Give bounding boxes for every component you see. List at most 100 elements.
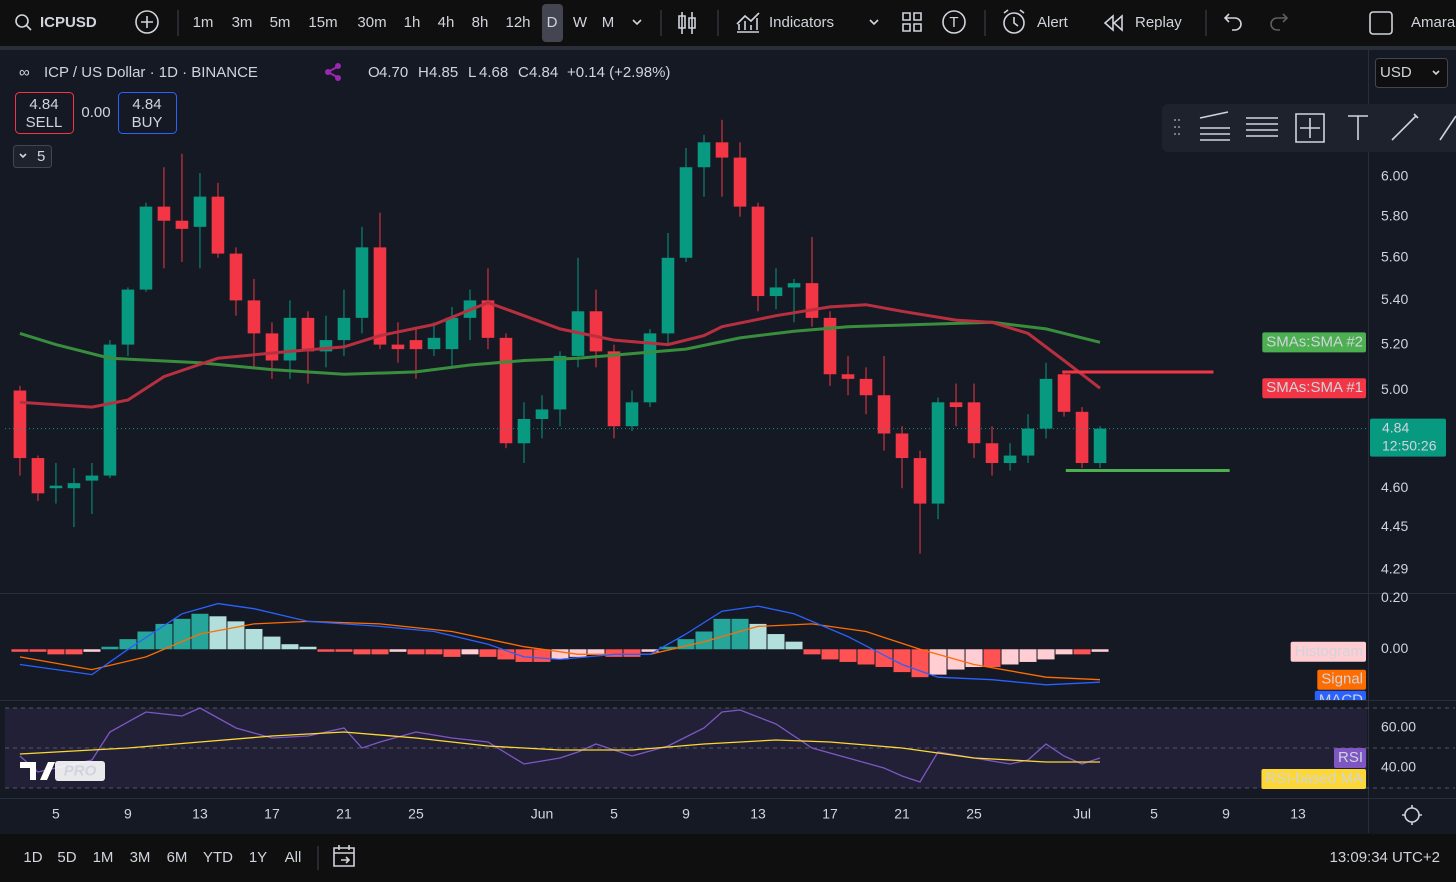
- histogram-bar: [551, 649, 569, 660]
- chart-type-icon[interactable]: [678, 12, 696, 34]
- range-button[interactable]: 6M: [167, 849, 188, 866]
- currency[interactable]: USD: [1380, 64, 1412, 81]
- indicator-line: [19, 620, 1101, 681]
- text-tool[interactable]: T: [949, 14, 958, 31]
- histogram-bar: [569, 649, 587, 657]
- replay-icon[interactable]: [1103, 14, 1123, 32]
- alert-button[interactable]: Alert: [1037, 14, 1069, 31]
- last-price-tag: [1370, 418, 1446, 457]
- range-button[interactable]: YTD: [203, 849, 233, 866]
- y-tick-label: 5.80: [1381, 207, 1408, 223]
- y-tick-label: 4.29: [1381, 561, 1408, 577]
- alert-icon[interactable]: [1003, 12, 1025, 34]
- indicators-chevron[interactable]: [869, 19, 879, 26]
- brush-tool[interactable]: [1439, 115, 1456, 141]
- candle-body: [139, 206, 153, 290]
- series-tag: [1262, 378, 1366, 399]
- series-tag: [1317, 669, 1366, 690]
- histogram-bar: [659, 646, 677, 650]
- range-button[interactable]: 3M: [130, 849, 151, 866]
- add-symbol[interactable]: [135, 10, 159, 34]
- candle-body: [157, 206, 171, 221]
- user-name[interactable]: Amara: [1411, 14, 1456, 31]
- histogram-bar: [101, 646, 119, 650]
- legend-title: ICP / US Dollar · 1D · BINANCE: [44, 64, 258, 81]
- histogram-bar: [47, 649, 65, 655]
- histogram-bar: [335, 649, 353, 652]
- interval[interactable]: 30m: [357, 14, 386, 31]
- histogram-bar: [641, 649, 659, 652]
- buy-button[interactable]: [118, 92, 177, 134]
- range-button[interactable]: 1Y: [249, 849, 267, 866]
- layouts-icon[interactable]: [902, 12, 922, 32]
- candle-body: [355, 247, 369, 318]
- interval[interactable]: D: [547, 14, 558, 31]
- histogram-bar: [1073, 649, 1091, 655]
- pane: [11, 602, 1109, 686]
- settings[interactable]: [1402, 805, 1422, 825]
- series-tag: [1314, 690, 1366, 700]
- line-tool[interactable]: [1391, 113, 1419, 141]
- bar-countdown: 12:50:26: [1382, 437, 1437, 453]
- range-button[interactable]: 1M: [93, 849, 114, 866]
- candle-body: [229, 253, 243, 301]
- indicator-toggle[interactable]: [13, 145, 52, 168]
- range-button[interactable]: All: [285, 849, 302, 866]
- search-icon[interactable]: [15, 14, 29, 28]
- candle-body: [715, 142, 729, 158]
- range-button[interactable]: 5D: [57, 849, 76, 866]
- candle-body: [445, 317, 459, 350]
- candle-body: [49, 485, 63, 489]
- series-tag-label: Histogram: [1295, 643, 1363, 660]
- interval[interactable]: M: [602, 14, 615, 31]
- candle-body: [787, 283, 801, 288]
- candle-body: [913, 458, 927, 504]
- candle-body: [967, 402, 981, 444]
- interval[interactable]: 5m: [270, 14, 291, 31]
- interval[interactable]: 8h: [472, 14, 489, 31]
- undo[interactable]: [1223, 13, 1242, 31]
- histogram-bar: [245, 628, 263, 650]
- x-tick-label: 17: [822, 806, 838, 822]
- series-tag-label: SMAs:SMA #2: [1266, 333, 1363, 350]
- interval[interactable]: W: [573, 14, 588, 31]
- indicator-count: 5: [37, 148, 45, 165]
- indicators-icon[interactable]: [736, 12, 760, 33]
- candle-body: [661, 257, 675, 334]
- symbol[interactable]: ICPUSD: [40, 14, 97, 31]
- interval[interactable]: 15m: [308, 14, 337, 31]
- candle-body: [337, 317, 351, 341]
- candle-body: [535, 409, 549, 419]
- x-tick-label: 9: [682, 806, 690, 822]
- candle-body: [823, 317, 837, 375]
- fib-tool[interactable]: [1246, 117, 1278, 137]
- histogram-bar: [857, 649, 875, 665]
- histogram-bar: [371, 649, 389, 655]
- interval[interactable]: 1m: [193, 14, 214, 31]
- sell-button[interactable]: [15, 92, 74, 134]
- interval[interactable]: 12h: [505, 14, 530, 31]
- interval[interactable]: 3m: [232, 14, 253, 31]
- candle-body: [481, 300, 495, 338]
- replay-button[interactable]: Replay: [1135, 14, 1182, 31]
- redo[interactable]: [1270, 13, 1289, 31]
- series-tag: [1290, 641, 1366, 662]
- text-drawing-tool[interactable]: [1348, 115, 1368, 140]
- fullscreen[interactable]: [1369, 11, 1393, 35]
- y-tick-label: 5.40: [1381, 291, 1408, 307]
- drag-handle[interactable]: [1174, 119, 1180, 135]
- text-tool-circle[interactable]: [942, 10, 966, 34]
- interval-chevron[interactable]: [632, 19, 642, 26]
- interval[interactable]: 1h: [404, 14, 421, 31]
- indicators-button[interactable]: Indicators: [769, 14, 834, 31]
- interval[interactable]: 4h: [438, 14, 455, 31]
- range-button[interactable]: 1D: [23, 849, 42, 866]
- go-to-date[interactable]: [333, 845, 355, 867]
- ohlc-label: C: [518, 64, 529, 81]
- currency-select[interactable]: [1375, 58, 1448, 88]
- measure-tool[interactable]: [1295, 113, 1325, 143]
- histogram-bar: [425, 649, 443, 655]
- trend-tool[interactable]: [1199, 111, 1230, 141]
- histogram-bar: [155, 623, 173, 650]
